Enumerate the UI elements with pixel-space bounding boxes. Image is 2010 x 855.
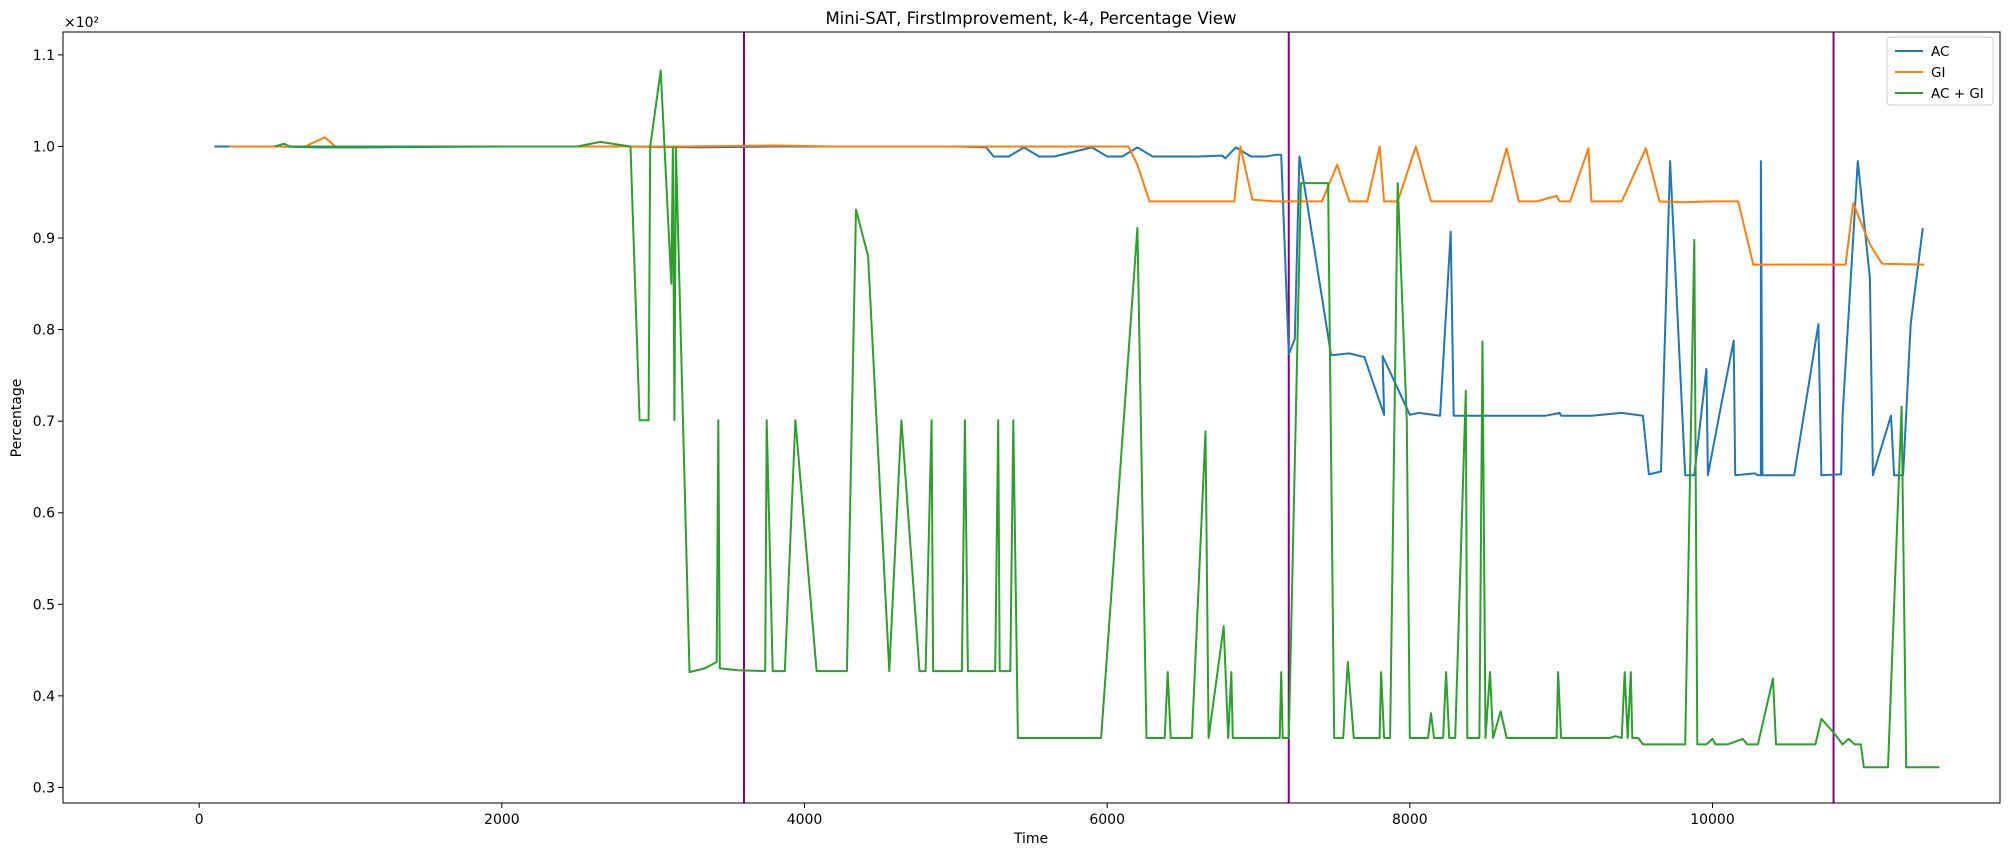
y-offset-text: ×10²: [64, 15, 99, 31]
legend: AC GI AC + GI: [1886, 36, 1994, 106]
x-tick-label: 4000: [787, 812, 823, 828]
y-tick-label: 0.4: [33, 689, 55, 705]
x-tick-label: 2000: [484, 812, 520, 828]
legend-box: [1886, 36, 1994, 106]
series-line-3: [274, 69, 1940, 769]
y-tick-label: 0.3: [33, 780, 55, 796]
plot-frame: [62, 31, 2001, 804]
x-axis: 0 2000 4000 6000 8000 10000: [195, 803, 1735, 828]
y-tick-label: 0.8: [33, 323, 55, 339]
legend-label: GI: [1931, 65, 1945, 81]
y-tick-label: 0.7: [33, 414, 55, 430]
x-tick-label: 8000: [1392, 812, 1428, 828]
chart-title: Mini-SAT, FirstImprovement, k-4, Percent…: [825, 9, 1236, 28]
vertical-reference-lines: [742, 32, 1835, 803]
x-axis-label: Time: [1013, 831, 1048, 847]
series-lines: [214, 69, 1940, 769]
series-line-1: [214, 145, 1924, 477]
x-tick-label: 10000: [1690, 812, 1735, 828]
legend-label: AC + GI: [1931, 86, 1984, 102]
y-tick-label: 0.5: [33, 597, 55, 613]
y-tick-label: 1.0: [33, 139, 55, 155]
y-axis-label: Percentage: [9, 379, 25, 458]
y-tick-label: 1.1: [33, 48, 55, 64]
x-tick-label: 0: [195, 812, 204, 828]
x-tick-label: 6000: [1089, 812, 1125, 828]
series-line-2: [229, 136, 1925, 266]
y-tick-label: 0.6: [33, 506, 55, 522]
legend-label: AC: [1931, 44, 1949, 60]
y-tick-label: 0.9: [33, 231, 55, 247]
y-axis: 0.3 0.4 0.5 0.6 0.7 0.8 0.9 1.0 1.1: [33, 48, 63, 796]
